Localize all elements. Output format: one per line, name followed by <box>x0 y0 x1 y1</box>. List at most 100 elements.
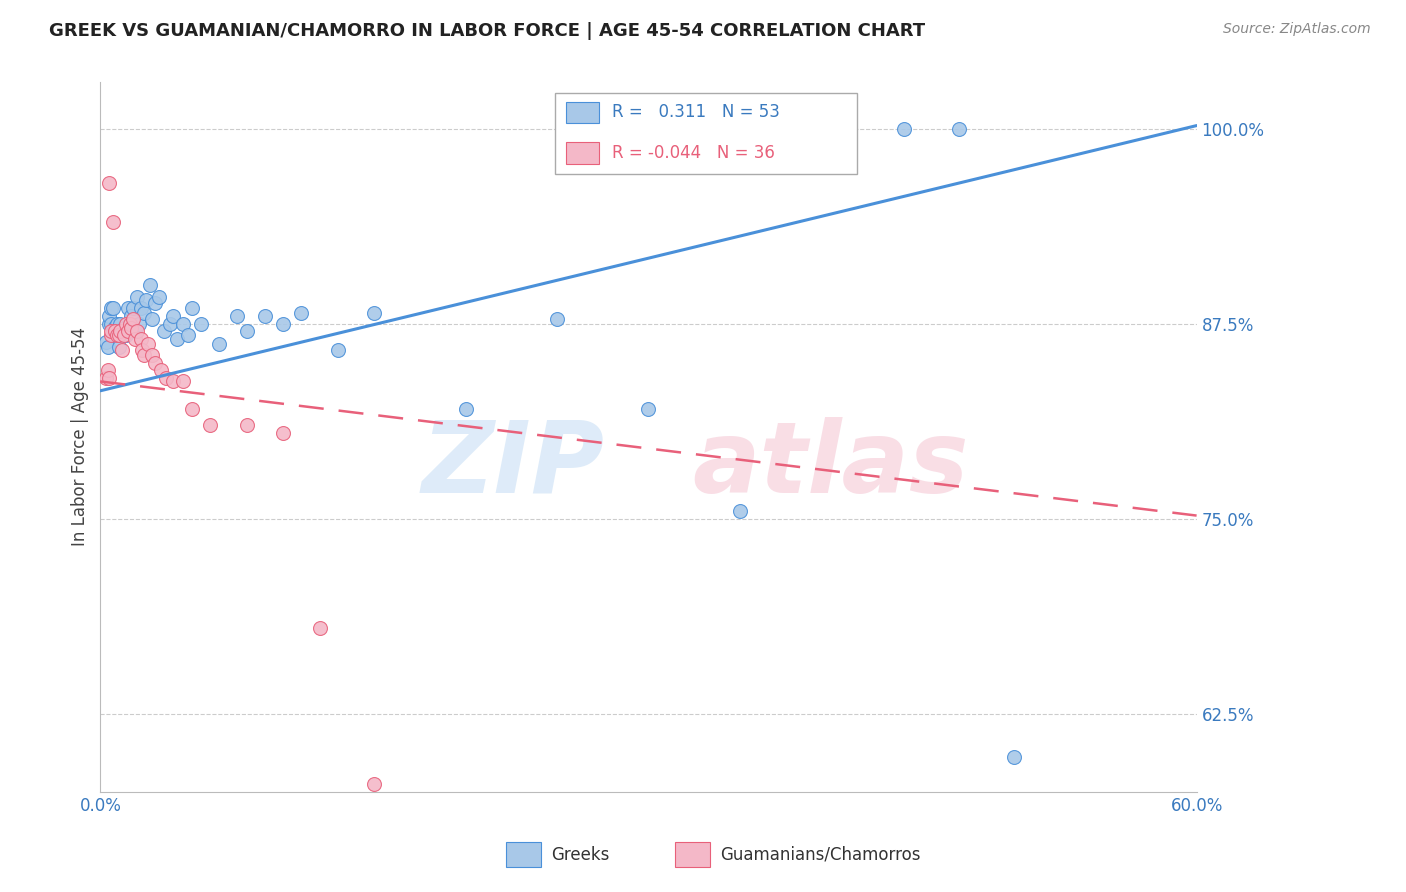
Text: GREEK VS GUAMANIAN/CHAMORRO IN LABOR FORCE | AGE 45-54 CORRELATION CHART: GREEK VS GUAMANIAN/CHAMORRO IN LABOR FOR… <box>49 22 925 40</box>
Point <box>208 337 231 351</box>
Point <box>166 332 188 346</box>
Point <box>148 290 170 304</box>
Point <box>107 327 129 342</box>
Point <box>162 309 184 323</box>
Point <box>308 621 330 635</box>
Y-axis label: In Labor Force | Age 45-54: In Labor Force | Age 45-54 <box>72 327 89 546</box>
Point <box>363 777 385 791</box>
Bar <box>567 102 599 123</box>
Point <box>893 121 915 136</box>
Point <box>271 425 294 440</box>
Text: R =   0.311   N = 53: R = 0.311 N = 53 <box>612 103 780 121</box>
Point <box>326 343 349 358</box>
Point <box>101 215 124 229</box>
Point <box>728 504 751 518</box>
Point <box>115 317 138 331</box>
Point <box>149 363 172 377</box>
Point <box>104 319 127 334</box>
Point <box>177 327 200 342</box>
Point <box>226 309 249 323</box>
Point <box>104 325 127 339</box>
Point <box>107 325 129 339</box>
Point <box>141 348 163 362</box>
Point <box>180 301 202 315</box>
Point <box>546 312 568 326</box>
Point <box>253 309 276 323</box>
Point <box>94 371 117 385</box>
Point <box>180 402 202 417</box>
Point <box>98 176 121 190</box>
Point <box>637 402 659 417</box>
Point <box>100 325 122 339</box>
Point <box>97 363 120 377</box>
Point <box>112 327 135 342</box>
Point <box>100 317 122 331</box>
Point <box>172 317 194 331</box>
Text: Guamanians/Chamorros: Guamanians/Chamorros <box>720 846 921 863</box>
Point <box>129 301 152 315</box>
Point <box>948 121 970 136</box>
Point <box>290 306 312 320</box>
Point <box>94 335 117 350</box>
Point <box>454 402 477 417</box>
Point <box>117 301 139 315</box>
Point <box>117 325 139 339</box>
Point <box>125 290 148 304</box>
Point <box>124 332 146 346</box>
Point <box>155 371 177 385</box>
Text: Greeks: Greeks <box>551 846 610 863</box>
Point <box>105 317 128 331</box>
Point <box>111 325 134 339</box>
Point <box>122 301 145 315</box>
Point <box>105 327 128 342</box>
Point <box>118 317 141 331</box>
Point <box>1002 750 1025 764</box>
Point <box>235 418 257 433</box>
Point <box>190 317 212 331</box>
Point <box>128 317 150 331</box>
Point <box>115 327 138 342</box>
Point <box>363 306 385 320</box>
Point <box>98 309 121 323</box>
Point <box>131 343 153 358</box>
Point <box>141 312 163 326</box>
Point <box>162 375 184 389</box>
Text: atlas: atlas <box>692 417 969 514</box>
Point <box>134 348 156 362</box>
Point <box>129 332 152 346</box>
Point <box>198 418 221 433</box>
Point <box>159 317 181 331</box>
Point <box>271 317 294 331</box>
Point <box>100 327 122 342</box>
Text: ZIP: ZIP <box>422 417 605 514</box>
Point <box>120 321 142 335</box>
Point <box>135 293 157 308</box>
Point <box>120 309 142 323</box>
Point <box>172 375 194 389</box>
Point <box>125 325 148 339</box>
Point <box>98 317 121 331</box>
Point <box>110 325 132 339</box>
Text: Source: ZipAtlas.com: Source: ZipAtlas.com <box>1223 22 1371 37</box>
Point <box>111 343 134 358</box>
Point <box>97 340 120 354</box>
Bar <box>567 142 599 163</box>
Point <box>138 277 160 292</box>
Point <box>122 312 145 326</box>
Point <box>153 325 176 339</box>
Point <box>112 321 135 335</box>
Point <box>98 371 121 385</box>
Point <box>124 325 146 339</box>
Point <box>100 301 122 315</box>
Point <box>107 340 129 354</box>
Point <box>136 337 159 351</box>
Point <box>118 317 141 331</box>
FancyBboxPatch shape <box>555 93 856 174</box>
Point <box>101 301 124 315</box>
Point <box>101 325 124 339</box>
Point <box>143 296 166 310</box>
Text: R = -0.044   N = 36: R = -0.044 N = 36 <box>612 144 775 161</box>
Point <box>110 317 132 331</box>
Point <box>235 325 257 339</box>
Point <box>134 306 156 320</box>
